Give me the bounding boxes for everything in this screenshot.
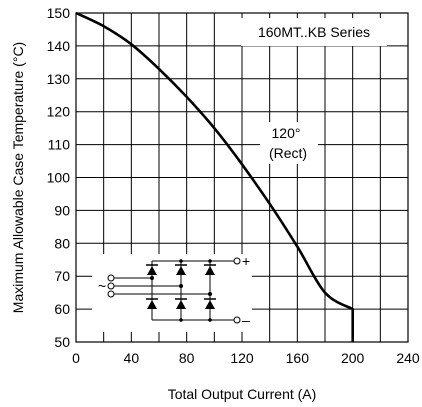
y-tick-label: 120 <box>47 104 71 120</box>
bridge-circuit-diagram: ~ + – <box>92 253 252 332</box>
series-line <box>75 11 354 342</box>
y-tick-label: 50 <box>54 334 70 350</box>
y-tick-label: 80 <box>54 235 70 251</box>
minus-symbol: – <box>242 312 250 328</box>
y-tick-label: 110 <box>48 137 71 153</box>
x-tick-label: 160 <box>286 350 310 366</box>
y-tick-label: 90 <box>54 202 70 218</box>
x-tick-label: 40 <box>124 350 140 366</box>
plot-frame <box>75 12 409 343</box>
y-tick-label: 130 <box>47 71 71 87</box>
y-tick-label: 70 <box>54 268 70 284</box>
tick-labels: 0 40 80 120 160 200 240 50 60 70 80 90 100 110 120 130 1… <box>47 5 420 366</box>
y-tick-label: 60 <box>54 301 70 317</box>
y-tick-label: 100 <box>47 170 71 186</box>
curve-label-line1: 120° <box>272 125 301 141</box>
curve-label-line2: (Rect) <box>269 145 307 161</box>
x-tick-label: 0 <box>72 350 80 366</box>
x-tick-label: 200 <box>341 350 365 366</box>
x-tick-label: 240 <box>396 350 420 366</box>
curve-label-box <box>260 122 318 164</box>
x-axis-title: Total Output Current (A) <box>168 386 317 402</box>
y-tick-label: 150 <box>47 5 71 21</box>
series-label: 160MT..KB Series <box>258 24 370 40</box>
y-axis-title: Maximum Allowable Case Temperature (°C) <box>10 42 26 313</box>
plus-symbol: + <box>242 253 250 269</box>
x-tick-label: 120 <box>230 350 254 366</box>
series-label-box <box>241 18 387 46</box>
y-tick-label: 140 <box>47 38 71 54</box>
ac-symbol: ~ <box>98 278 106 294</box>
x-tick-label: 80 <box>179 350 195 366</box>
